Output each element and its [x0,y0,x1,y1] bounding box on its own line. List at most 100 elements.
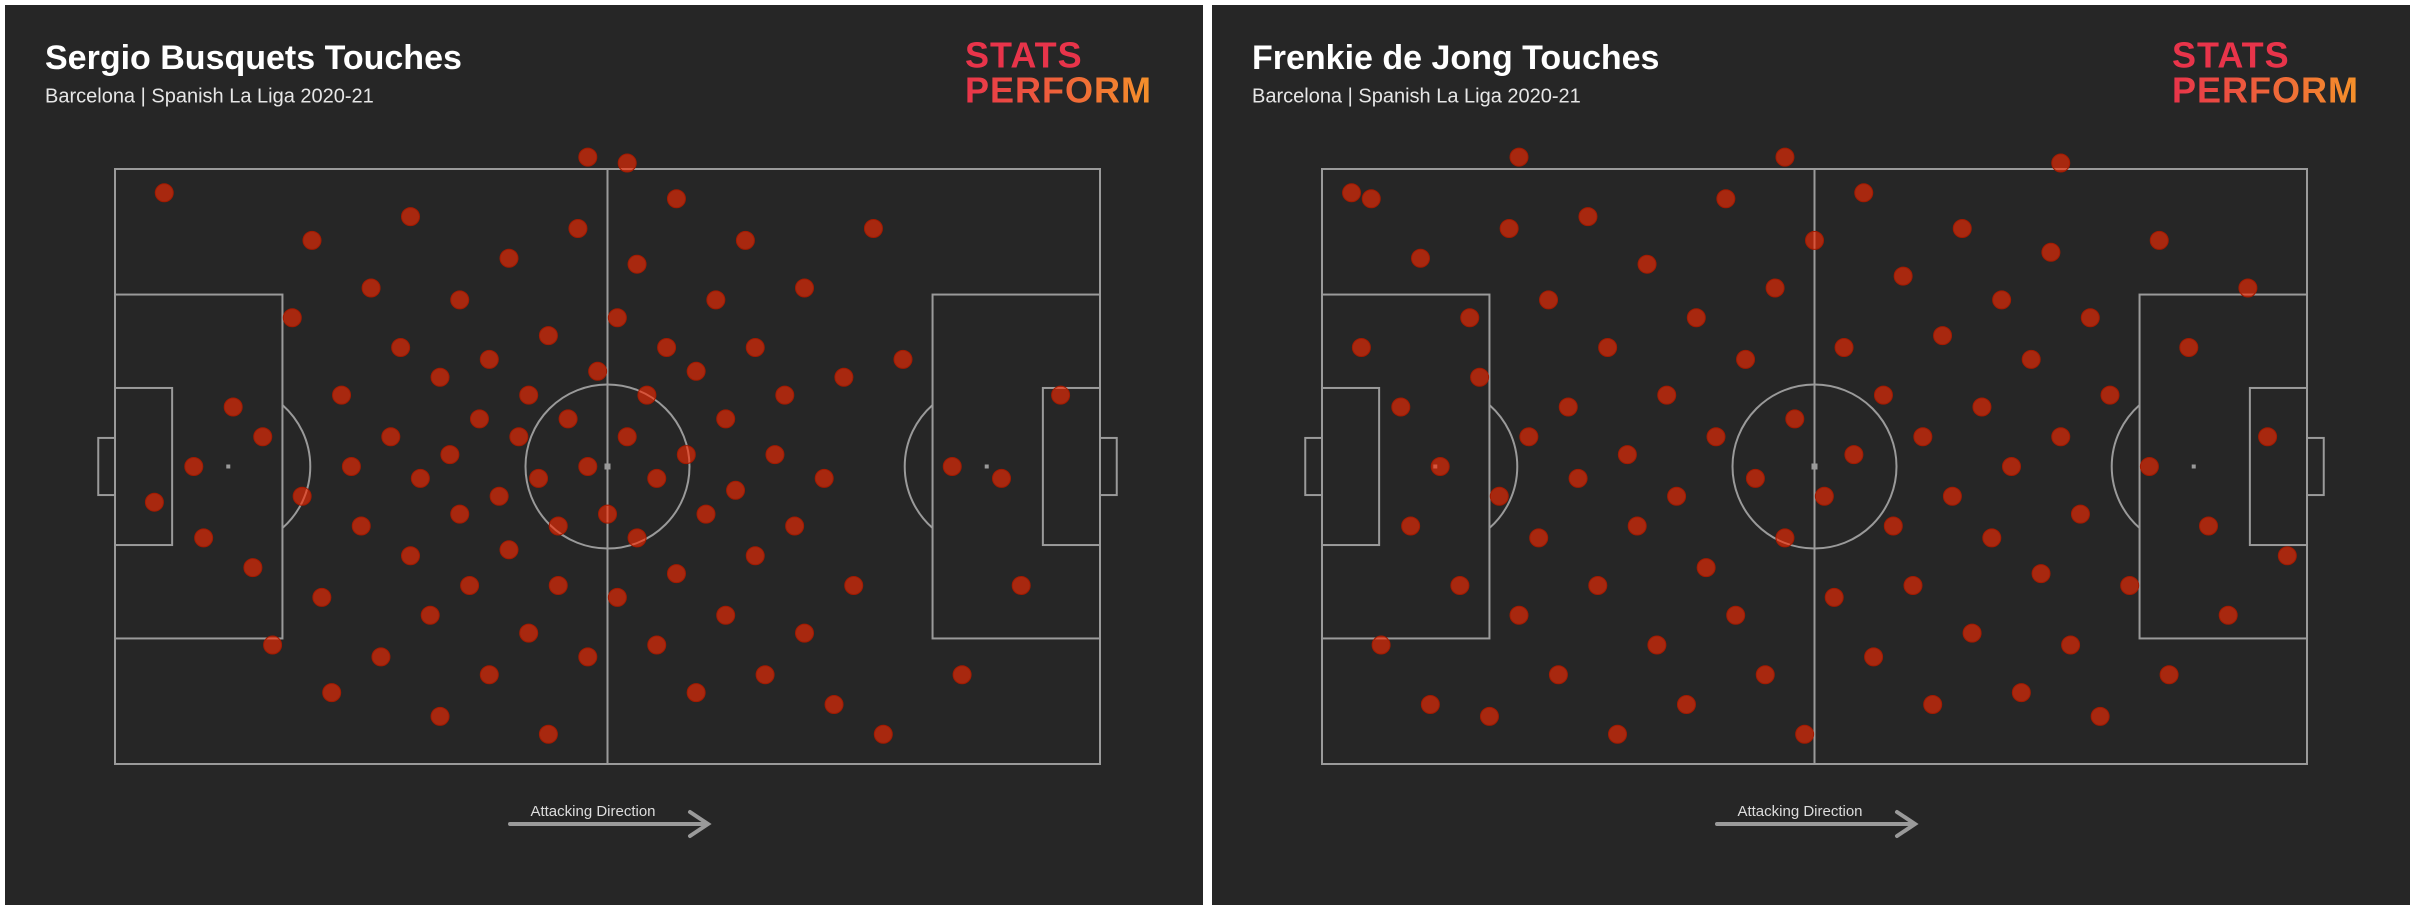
touch [263,635,283,655]
touch [450,290,470,310]
annotation: Attacking Direction [1737,803,1862,820]
touch [1834,338,1854,357]
touch [863,219,883,238]
touch [1391,397,1411,417]
touch [1657,385,1677,405]
pitch-line [1488,404,1519,529]
touch [1854,183,1874,203]
touch [184,457,204,476]
touch [2120,576,2140,595]
touch [194,528,214,548]
touch [1637,254,1657,274]
touch [548,576,568,595]
touch [1923,695,1943,714]
touch [1864,647,1884,667]
touch [893,349,913,369]
touch [1903,576,1923,595]
touch [607,308,627,328]
touch [1647,635,1667,655]
touch [1795,724,1815,744]
touch [1489,486,1509,506]
touch [519,385,539,405]
touch [1824,587,1844,607]
touch [2051,427,2071,447]
touch [2070,504,2090,524]
touch [1430,457,1450,476]
pitch-line [1099,436,1118,497]
touch [627,528,647,548]
touch [302,230,322,250]
touch [785,516,805,536]
touch [332,385,352,405]
touch [666,189,686,209]
touch [1578,207,1598,227]
touch [2061,635,2081,655]
touch [479,349,499,369]
touch [1736,349,1756,369]
logo-text: STATS [2172,35,2290,76]
touch [1470,367,1490,387]
touch [401,546,420,566]
touch [479,665,499,685]
touch [1539,290,1559,310]
touch [2159,665,2179,685]
touch [1351,338,1371,357]
touch [351,516,371,536]
penalty-spot [226,464,231,469]
touch [1342,183,1362,203]
panel: Frenkie de Jong Touches Barcelona | Spani… [1252,35,2358,838]
penalty-spot [2191,464,2196,469]
touch [578,647,598,667]
touch [1913,427,1933,447]
touch [775,385,795,405]
touch [1775,147,1795,167]
touch [469,409,489,429]
touch [538,724,558,744]
touch [2080,308,2100,328]
touch [2258,427,2278,447]
touch [1933,326,1953,346]
touch [844,576,864,595]
touch [2277,546,2297,566]
touch [1401,516,1421,536]
touch [430,706,450,726]
touch [1460,308,1480,328]
touch [1805,230,1824,250]
touch [1893,266,1913,286]
chart-subtitle: Barcelona | Spanish La Liga 2020-21 [1252,85,1581,107]
touch [1992,290,2012,310]
touch [647,635,667,655]
touch [1952,219,1972,238]
touch [795,623,814,643]
touch [391,338,411,357]
touch [538,326,558,346]
touch [1011,576,1031,595]
pitch-line [1304,436,1323,497]
pitch-line [281,404,312,529]
touch [2100,385,2120,405]
touch [450,504,470,524]
touch [1676,695,1696,714]
touch [814,468,834,488]
touch [1706,427,1726,447]
touch [578,457,598,476]
touch [1529,528,1549,548]
touch [1765,278,1785,298]
touch [1568,468,1588,488]
touch [1548,665,1568,685]
touch [726,480,746,500]
touch [1972,397,1992,417]
touch [2218,605,2238,625]
touch [745,546,765,566]
touch [992,468,1011,488]
panel-bg [5,5,1203,905]
touch [1509,605,1529,625]
touch [1588,576,1608,595]
touch [489,486,509,506]
touch [1450,576,1470,595]
touch [529,468,549,488]
panel: Sergio Busquets Touches Barcelona | Spani… [45,35,1151,838]
chart-title: Frenkie de Jong Touches [1252,39,1659,77]
touch [558,409,578,429]
